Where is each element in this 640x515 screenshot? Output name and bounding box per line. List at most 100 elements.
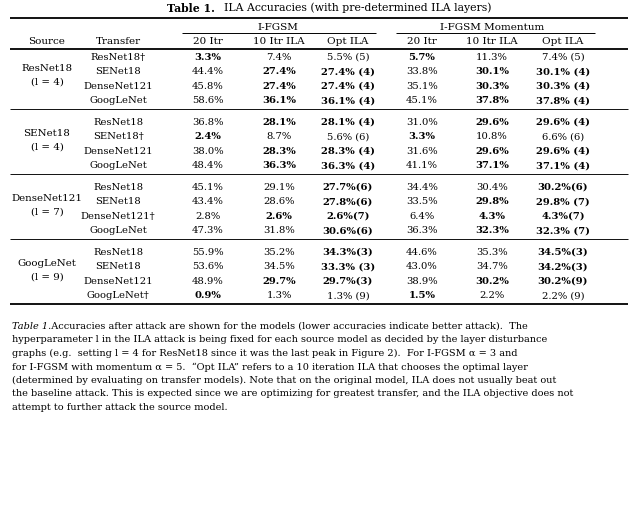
Text: 2.8%: 2.8% [195,212,221,221]
Text: Table 1.: Table 1. [167,3,215,13]
Text: 4.3%: 4.3% [479,212,506,221]
Text: 1.3%: 1.3% [266,291,292,300]
Text: 3.3%: 3.3% [408,132,435,141]
Text: ResNet18: ResNet18 [93,248,143,257]
Text: (l = 7): (l = 7) [31,207,63,216]
Text: Opt ILA: Opt ILA [542,37,584,45]
Text: 29.6%: 29.6% [475,147,509,156]
Text: 31.0%: 31.0% [406,118,438,127]
Text: 1.3% (9): 1.3% (9) [326,291,369,300]
Text: 32.3%: 32.3% [475,226,509,235]
Text: 47.3%: 47.3% [192,226,224,235]
Text: 10 Itr ILA: 10 Itr ILA [253,37,305,45]
Text: 11.3%: 11.3% [476,53,508,62]
Text: 45.1%: 45.1% [406,96,438,105]
Text: 34.3%(3): 34.3%(3) [323,248,373,257]
Text: 55.9%: 55.9% [192,248,224,257]
Text: 34.5%(3): 34.5%(3) [538,248,588,257]
Text: 28.6%: 28.6% [263,197,295,206]
Text: 29.7%: 29.7% [262,277,296,286]
Text: 27.7%(6): 27.7%(6) [323,183,373,192]
Text: 7.4%: 7.4% [266,53,292,62]
Text: GoogLeNet: GoogLeNet [89,226,147,235]
Text: 1.5%: 1.5% [408,291,435,300]
Text: DenseNet121†: DenseNet121† [81,212,156,221]
Text: 30.3% (4): 30.3% (4) [536,82,590,91]
Text: 37.1%: 37.1% [475,161,509,170]
Text: ResNet18: ResNet18 [93,118,143,127]
Text: 28.3% (4): 28.3% (4) [321,147,375,156]
Text: 58.6%: 58.6% [192,96,224,105]
Text: DenseNet121: DenseNet121 [83,147,153,156]
Text: (l = 4): (l = 4) [31,142,63,151]
Text: graphs (e.g.  setting l = 4 for ResNet18 since it was the last peak in Figure 2): graphs (e.g. setting l = 4 for ResNet18 … [12,349,518,358]
Text: 27.8%(6): 27.8%(6) [323,197,373,206]
Text: 30.1%: 30.1% [475,67,509,76]
Text: 10 Itr ILA: 10 Itr ILA [466,37,518,45]
Text: 27.4%: 27.4% [262,82,296,91]
Text: 35.3%: 35.3% [476,248,508,257]
Text: I-FGSM Momentum: I-FGSM Momentum [440,23,545,31]
Text: GoogLeNet: GoogLeNet [17,259,76,268]
Text: SENet18: SENet18 [95,197,141,206]
Text: 32.3% (7): 32.3% (7) [536,226,590,235]
Text: 48.9%: 48.9% [192,277,224,286]
Text: 7.4% (5): 7.4% (5) [541,53,584,62]
Text: SENet18†: SENet18† [93,132,143,141]
Text: 2.4%: 2.4% [195,132,221,141]
Text: 34.5%: 34.5% [263,262,295,271]
Text: 29.1%: 29.1% [263,183,295,192]
Text: 20 Itr: 20 Itr [407,37,437,45]
Text: 38.9%: 38.9% [406,277,438,286]
Text: GoogLeNet†: GoogLeNet† [86,291,149,300]
Text: (determined by evaluating on transfer models). Note that on the original model, : (determined by evaluating on transfer mo… [12,376,556,385]
Text: 33.8%: 33.8% [406,67,438,76]
Text: 6.6% (6): 6.6% (6) [542,132,584,141]
Text: 48.4%: 48.4% [192,161,224,170]
Text: 37.8%: 37.8% [475,96,509,105]
Text: 6.4%: 6.4% [410,212,435,221]
Text: Accuracies after attack are shown for the models (lower accuracies indicate bett: Accuracies after attack are shown for th… [45,322,528,331]
Text: I-FGSM: I-FGSM [257,23,298,31]
Text: 31.8%: 31.8% [263,226,295,235]
Text: 43.4%: 43.4% [192,197,224,206]
Text: 36.1%: 36.1% [262,96,296,105]
Text: 8.7%: 8.7% [266,132,292,141]
Text: attempt to further attack the source model.: attempt to further attack the source mod… [12,403,228,412]
Text: 36.3%: 36.3% [262,161,296,170]
Text: for I-FGSM with momentum α = 5.  “Opt ILA” refers to a 10 iteration ILA that cho: for I-FGSM with momentum α = 5. “Opt ILA… [12,363,528,372]
Text: 36.3% (4): 36.3% (4) [321,161,375,170]
Text: 30.4%: 30.4% [476,183,508,192]
Text: 29.7%(3): 29.7%(3) [323,277,373,286]
Text: GoogLeNet: GoogLeNet [89,96,147,105]
Text: 53.6%: 53.6% [192,262,224,271]
Text: GoogLeNet: GoogLeNet [89,161,147,170]
Text: 31.6%: 31.6% [406,147,438,156]
Text: 36.8%: 36.8% [192,118,224,127]
Text: DenseNet121: DenseNet121 [12,194,83,203]
Text: 36.1% (4): 36.1% (4) [321,96,375,105]
Text: DenseNet121: DenseNet121 [83,277,153,286]
Text: (l = 9): (l = 9) [31,272,63,281]
Text: 34.7%: 34.7% [476,262,508,271]
Text: 35.2%: 35.2% [263,248,295,257]
Text: 30.6%(6): 30.6%(6) [323,226,373,235]
Text: 44.4%: 44.4% [192,67,224,76]
Text: 5.5% (5): 5.5% (5) [326,53,369,62]
Text: 29.6% (4): 29.6% (4) [536,118,590,127]
Text: 29.8%: 29.8% [475,197,509,206]
Text: SENet18: SENet18 [95,67,141,76]
Text: 41.1%: 41.1% [406,161,438,170]
Text: Source: Source [29,37,65,45]
Text: ResNet18: ResNet18 [21,64,72,73]
Text: 43.0%: 43.0% [406,262,438,271]
Text: SENet18: SENet18 [24,129,70,138]
Text: 29.6% (4): 29.6% (4) [536,147,590,156]
Text: 36.3%: 36.3% [406,226,438,235]
Text: 10.8%: 10.8% [476,132,508,141]
Text: hyperparameter l in the ILA attack is being fixed for each source model as decid: hyperparameter l in the ILA attack is be… [12,335,547,345]
Text: 30.2%(9): 30.2%(9) [538,277,588,286]
Text: 27.4% (4): 27.4% (4) [321,82,375,91]
Text: 30.3%: 30.3% [475,82,509,91]
Text: 28.3%: 28.3% [262,147,296,156]
